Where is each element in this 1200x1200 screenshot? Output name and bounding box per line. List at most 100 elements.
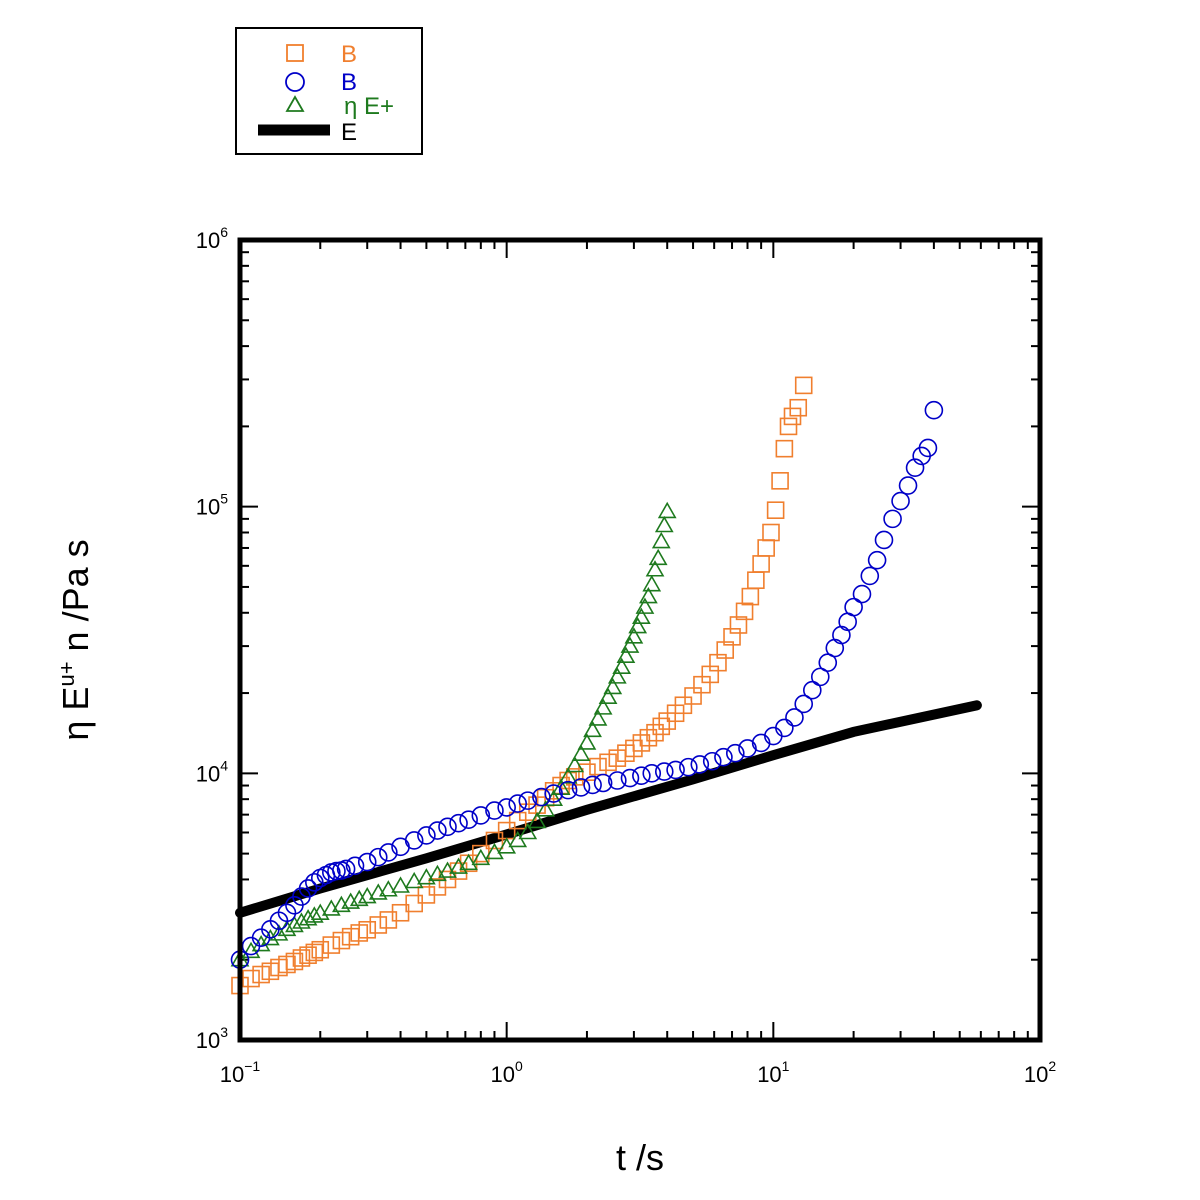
square-point (485, 831, 504, 850)
legend-label-circles: B (341, 69, 357, 96)
circle-point (428, 821, 447, 840)
square-point (639, 728, 658, 747)
series-line (235, 700, 982, 918)
square-point (632, 734, 651, 752)
triangle-point (583, 720, 602, 738)
triangle-point (357, 886, 377, 904)
x-tick-label: 102 (1024, 1058, 1056, 1087)
circle-point (702, 751, 722, 771)
circle-point (679, 757, 698, 777)
triangle-point (620, 636, 640, 653)
triangle-point (612, 657, 632, 675)
circle-point (298, 879, 318, 898)
triangle-point (607, 667, 627, 684)
y-tick-label: 106 (196, 224, 228, 253)
triangle-point (471, 848, 491, 866)
square-point (674, 696, 693, 715)
circle-point (608, 771, 627, 790)
square-point (757, 539, 775, 557)
circle-point (642, 764, 662, 783)
triangle-point (251, 934, 271, 952)
circle-point (449, 813, 468, 833)
circle-point (532, 787, 551, 807)
y-tick-label: 105 (196, 491, 228, 520)
circle-point (918, 438, 938, 458)
triangle-point (558, 767, 578, 784)
legend-entry-squares: B (286, 41, 357, 68)
triangle-point (624, 627, 644, 644)
square-point (729, 616, 748, 634)
square-point (779, 417, 798, 436)
square-point (735, 602, 754, 621)
triangle-point (565, 755, 585, 773)
y-axis-title: η Eu+ n /Pa s (54, 539, 96, 740)
triangle-point (571, 744, 591, 761)
circle-point (654, 762, 674, 781)
circle-point (860, 566, 880, 586)
circle-point (620, 768, 640, 788)
square-point (747, 571, 765, 589)
square-point (762, 523, 780, 542)
circle-point (738, 739, 757, 758)
square-point (332, 931, 351, 950)
y-tick-label: 103 (196, 1024, 228, 1053)
legend-label-line: E (341, 119, 357, 146)
circle-point (438, 817, 457, 837)
series-triangle (230, 501, 677, 967)
square-point (391, 903, 410, 922)
square-point (752, 555, 770, 573)
square-point (299, 946, 317, 964)
circle-point (874, 530, 894, 550)
triangle-point (645, 560, 665, 577)
circle-point (471, 806, 491, 825)
tick-labels: 10−1 100 101 102 103 104 105 106 (196, 224, 1057, 1087)
circle-point (379, 843, 398, 862)
legend-triangle-marker (285, 95, 305, 112)
square-point (311, 940, 330, 959)
circle-point (327, 861, 346, 881)
x-tick-label: 10−1 (220, 1058, 261, 1087)
circle-point (497, 798, 516, 817)
triangle-point (485, 842, 504, 860)
circle-point (867, 550, 887, 570)
triangle-point (654, 515, 674, 533)
circle-point (485, 801, 504, 820)
circle-point (558, 780, 578, 800)
triangle-point (304, 906, 324, 923)
legend-square-marker (286, 44, 304, 62)
circle-point (832, 625, 851, 645)
circle-point (277, 903, 297, 923)
square-point (771, 472, 789, 490)
circle-point (924, 400, 944, 420)
square-point (358, 920, 377, 939)
legend-entry-triangles: η E+ (285, 93, 394, 120)
triangle-point (285, 915, 304, 933)
circle-point (357, 852, 377, 872)
circle-point (785, 708, 804, 727)
square-point (292, 949, 311, 967)
circle-point (803, 680, 822, 700)
triangle-point (577, 733, 597, 750)
triangle-point (518, 822, 538, 840)
square-point (716, 641, 735, 659)
triangle-point (269, 924, 289, 941)
y-axis-title-main: η E (55, 687, 96, 741)
triangle-point (292, 912, 311, 929)
circle-point (891, 491, 910, 511)
circle-point (825, 638, 845, 658)
triangle-point (628, 616, 648, 634)
triangle-point (459, 853, 479, 871)
circle-point (583, 775, 602, 795)
square-point (741, 587, 760, 606)
legend-entry-circles: B (285, 69, 357, 96)
y-axis-title-sup: u+ (54, 661, 79, 686)
square-point (252, 965, 270, 984)
triangle-point (588, 709, 608, 726)
triangle-point (417, 868, 436, 885)
circle-point (518, 791, 538, 810)
square-point (322, 936, 341, 954)
square-point (242, 969, 260, 988)
legend-circle-marker (285, 72, 305, 92)
triangle-point (642, 575, 662, 592)
